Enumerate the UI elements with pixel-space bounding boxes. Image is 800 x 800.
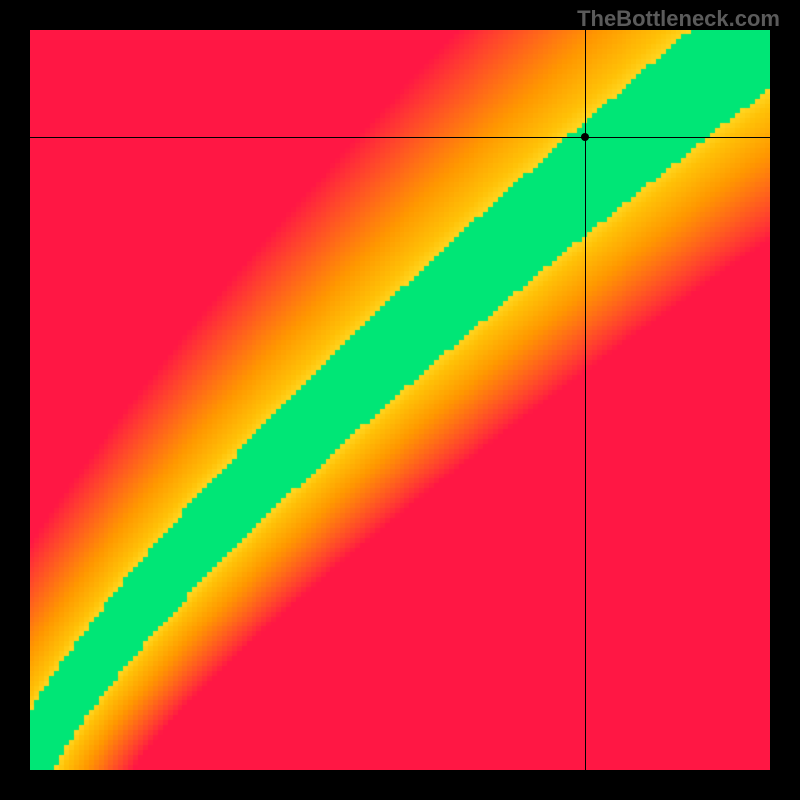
heatmap-plot: [30, 30, 770, 770]
watermark-text: TheBottleneck.com: [577, 6, 780, 32]
crosshair-horizontal: [30, 137, 770, 138]
crosshair-dot: [581, 133, 589, 141]
heatmap-canvas: [30, 30, 770, 770]
